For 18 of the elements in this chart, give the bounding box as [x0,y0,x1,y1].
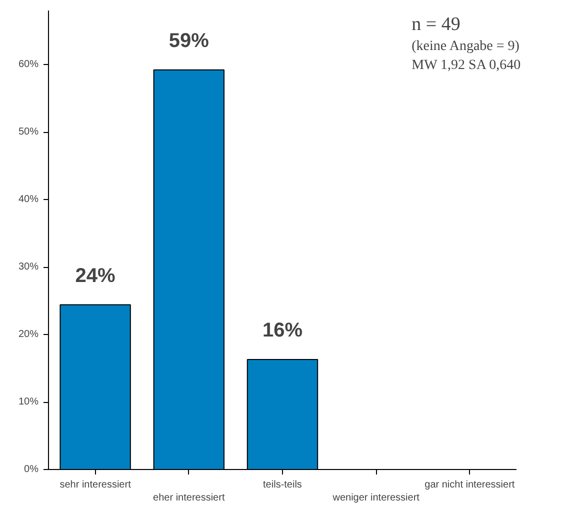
annotation: MW 1,92 SA 0,640 [412,58,521,73]
y-tick-label: 0% [24,464,39,475]
x-tick-label: sehr interessiert [60,480,132,490]
x-tick-label: weniger interessiert [332,492,420,504]
data-label: 16% [262,319,303,342]
annotation: (keine Angabe = 9) [412,38,520,54]
x-tick-label: teils-teils [263,480,302,490]
x-tick-label: gar nicht interessiert [424,480,515,490]
y-tick-label: 60% [18,59,39,70]
annotation: n = 49 [412,14,460,35]
y-tick-label: 50% [18,126,39,138]
x-tick-label: eher interessiert [153,492,225,504]
data-label: 59% [168,30,210,52]
y-tick-label: 40% [18,194,39,205]
y-tick-label: 10% [18,396,39,408]
y-tick-label: 30% [18,262,39,272]
data-label: 24% [75,264,116,287]
y-tick-label: 20% [18,329,39,340]
